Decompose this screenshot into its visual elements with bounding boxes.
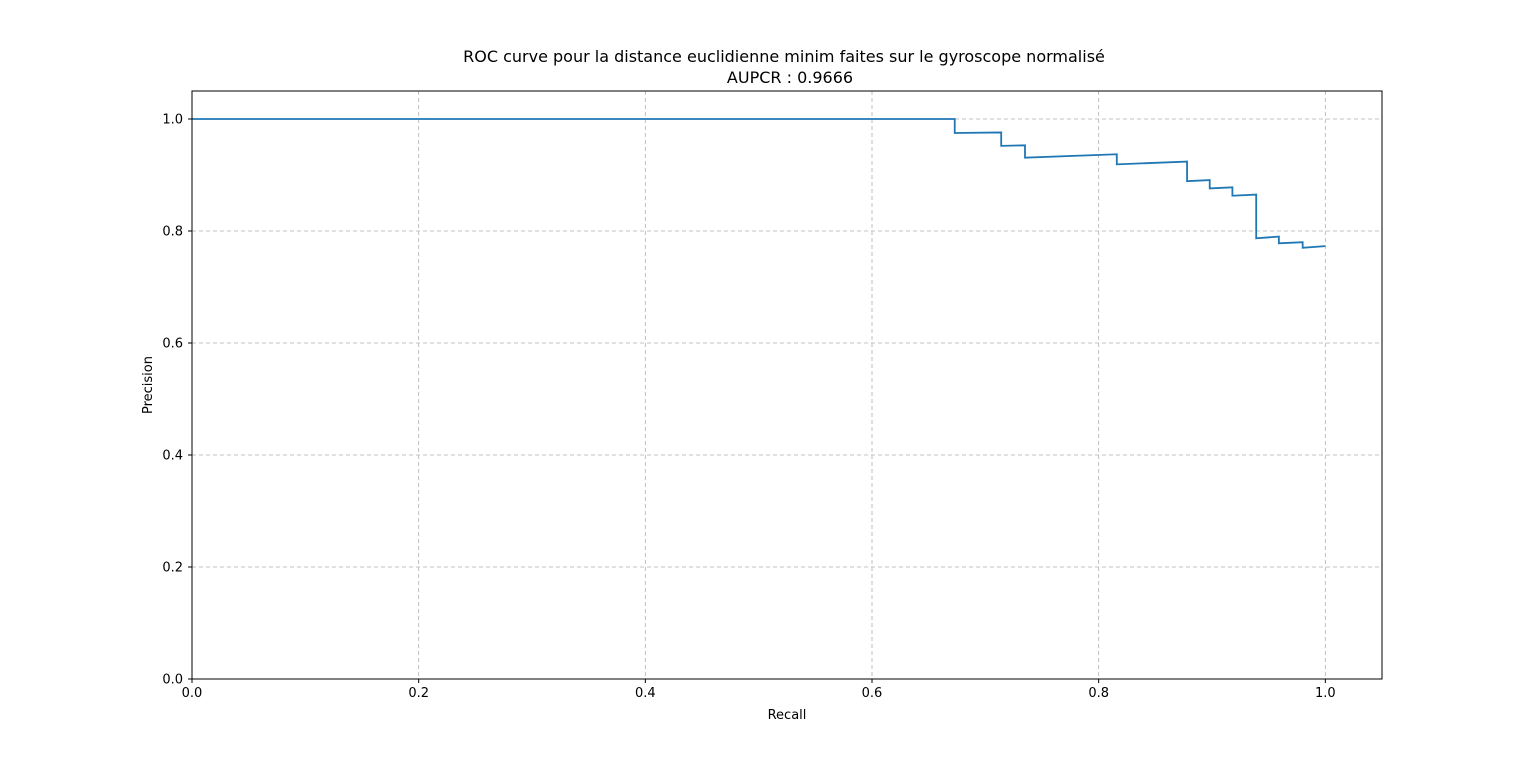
y-axis-label: Precision [141,356,156,414]
x-axis-label: Recall [768,708,807,723]
plot-area [192,118,1326,249]
y-tick-label: 0.4 [162,449,183,464]
y-tick-label: 0.8 [162,225,183,240]
y-tick-label: 0.2 [162,561,183,576]
y-tick-label: 1.0 [162,113,183,128]
series-line [192,118,1326,249]
y-tick-label: 0.6 [162,337,183,352]
x-tick-label: 0.6 [862,686,883,701]
chart-title: ROC curve pour la distance euclidienne m… [463,47,1105,66]
x-tick-label: 0.8 [1088,686,1109,701]
x-tick-label: 1.0 [1315,686,1336,701]
plot-frame [191,90,1383,680]
y-tick-label: 0.0 [162,673,183,688]
x-tick-label: 0.0 [182,686,203,701]
x-tick-label: 0.4 [635,686,656,701]
axis-ticks: 0.0 0.2 0.4 0.6 0.8 1.0 0.0 0.2 0.4 0.6 0.8 1.0 [162,113,1335,702]
x-tick-label: 0.2 [408,686,429,701]
chart-subtitle: AUPCR : 0.9666 [727,68,853,87]
grid [191,91,1382,680]
